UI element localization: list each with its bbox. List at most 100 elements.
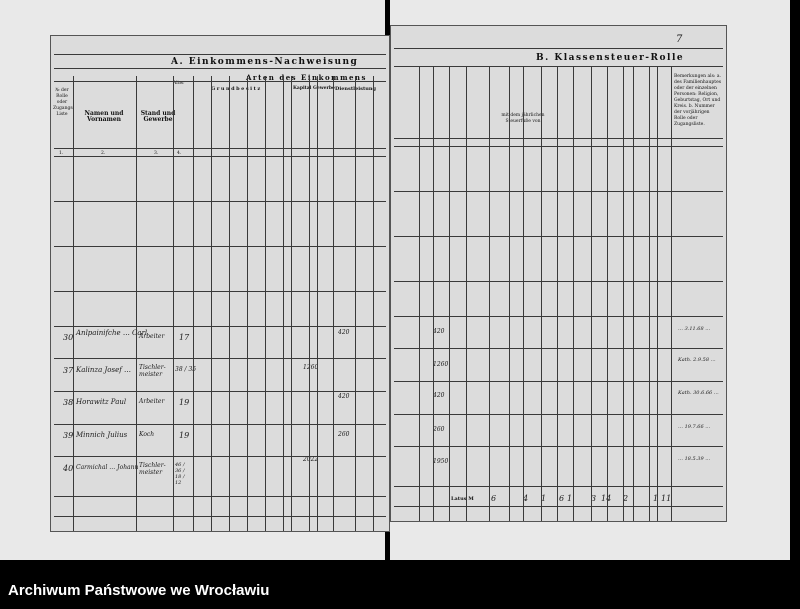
column-rule <box>173 76 174 531</box>
entry-name: Horawitz Paul <box>76 398 127 406</box>
column-rule <box>671 66 672 521</box>
row-rule <box>54 291 386 292</box>
entry-number: 40 <box>63 464 74 473</box>
column-rule <box>291 76 292 531</box>
column-rule <box>489 66 490 521</box>
column-rule <box>73 76 74 531</box>
row-rule <box>54 68 386 69</box>
column-rule <box>591 66 592 521</box>
row-rule <box>394 236 723 237</box>
entry-age: 17 <box>179 333 190 342</box>
column-rule <box>466 66 467 521</box>
entry-stand: Tischler- meister <box>139 364 166 378</box>
row-rule <box>394 381 723 382</box>
latus-total: 14 <box>601 494 611 503</box>
entry-age: 38 / 35 <box>175 366 197 373</box>
entry-income: 260 <box>338 431 350 438</box>
column-rule <box>573 66 574 521</box>
entry-number: 30 <box>63 333 74 342</box>
column-rule <box>523 66 524 521</box>
row-rule <box>54 391 386 392</box>
latus-total: 11 <box>661 494 672 503</box>
row-rule <box>54 201 386 202</box>
group-grundbesitz: Grundbesitz <box>211 86 262 92</box>
entry-number: 38 <box>63 398 74 407</box>
remarks-header: Bemerkungen als: a. des Familienhauptes … <box>674 74 722 127</box>
column-rule <box>309 76 310 531</box>
row-rule <box>394 506 723 507</box>
row-rule <box>54 326 386 327</box>
entry-name: Carmichal … Johann <box>76 464 139 471</box>
row-rule <box>54 54 386 55</box>
column-rule <box>633 66 634 521</box>
col-number-1: 1. <box>59 151 64 156</box>
column-rule <box>657 66 658 521</box>
column-rule <box>193 76 194 531</box>
row-rule <box>54 496 386 497</box>
row-rule <box>54 156 386 157</box>
latus-total: 1 <box>653 494 659 503</box>
entry-remark: Kath. 2.9.58 … <box>678 357 716 363</box>
entry-income: 420 <box>338 393 350 400</box>
column-rule <box>333 76 334 531</box>
group-gewerbe: Gewerbe <box>313 86 335 91</box>
row-rule <box>54 81 386 82</box>
entry-remark: … 19.7.66 … <box>678 424 711 430</box>
latus-total: 1 <box>541 494 547 503</box>
section-title-a: A. Einkommens-Nachweisung <box>171 57 359 67</box>
row-rule <box>394 348 723 349</box>
entry-stand: Arbeiter <box>139 333 165 340</box>
row-rule <box>394 316 723 317</box>
row-rule <box>54 246 386 247</box>
column-rule <box>433 66 434 521</box>
row-rule <box>394 446 723 447</box>
row-rule <box>54 456 386 457</box>
row-rule <box>394 486 723 487</box>
entry-remark: … 3.11.68 … <box>678 326 711 332</box>
col-header-age: Alter <box>173 81 185 86</box>
entry-age: 19 <box>179 398 190 407</box>
row-rule <box>394 146 723 147</box>
column-rule <box>373 76 374 531</box>
section-title-b: B. Klassensteuer-Rolle <box>536 53 685 63</box>
column-rule <box>247 76 248 531</box>
left-page: A. Einkommens-Nachweisung Arten des Eink… <box>50 35 390 532</box>
entry-stand: Arbeiter <box>139 398 165 405</box>
column-rule <box>557 66 558 521</box>
row-rule <box>394 48 723 49</box>
column-rule <box>649 66 650 521</box>
col-number-4: 4. <box>177 151 182 156</box>
entry-name: Minnich Julius <box>76 431 128 439</box>
latus-total: 2 <box>623 494 629 503</box>
column-rule <box>623 66 624 521</box>
row-rule <box>394 66 723 67</box>
col-number-3: 3. <box>154 151 159 156</box>
column-rule <box>229 76 230 531</box>
row-rule <box>54 516 386 517</box>
entry-sum: 1950 <box>433 458 449 465</box>
entry-number: 39 <box>63 431 74 440</box>
entry-income: 2022 <box>303 456 319 463</box>
col-header-stand: Stand und Gewerbe <box>140 110 176 123</box>
latus-label: Latus M <box>451 496 474 502</box>
entry-stand: Tischler- meister <box>139 462 166 476</box>
entry-sum: 420 <box>433 392 445 399</box>
latus-total: 3 <box>591 494 597 503</box>
column-rule <box>419 66 420 521</box>
page-mark: 7 <box>676 34 683 45</box>
column-rule <box>509 66 510 521</box>
column-rule <box>317 76 318 531</box>
entry-sum: 1260 <box>433 361 449 368</box>
group-title: Arten des Einkommens <box>246 73 367 82</box>
latus-total: 6 <box>559 494 565 503</box>
entry-remark: Kath. 30.6.66 … <box>678 390 719 396</box>
entry-sum: 260 <box>433 426 445 433</box>
column-rule <box>607 66 608 521</box>
column-rule <box>136 76 137 531</box>
latus-total: 4 <box>523 494 529 503</box>
group-kapital: Kapital <box>293 86 312 91</box>
column-rule <box>265 76 266 531</box>
column-rule <box>283 76 284 531</box>
entry-income: 1260 <box>303 364 319 371</box>
archive-name: Archiwum Państwowe we Wrocławiu <box>8 582 270 599</box>
